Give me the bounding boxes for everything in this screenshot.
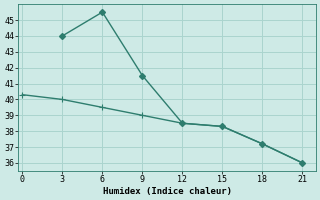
X-axis label: Humidex (Indice chaleur): Humidex (Indice chaleur) [103, 187, 232, 196]
